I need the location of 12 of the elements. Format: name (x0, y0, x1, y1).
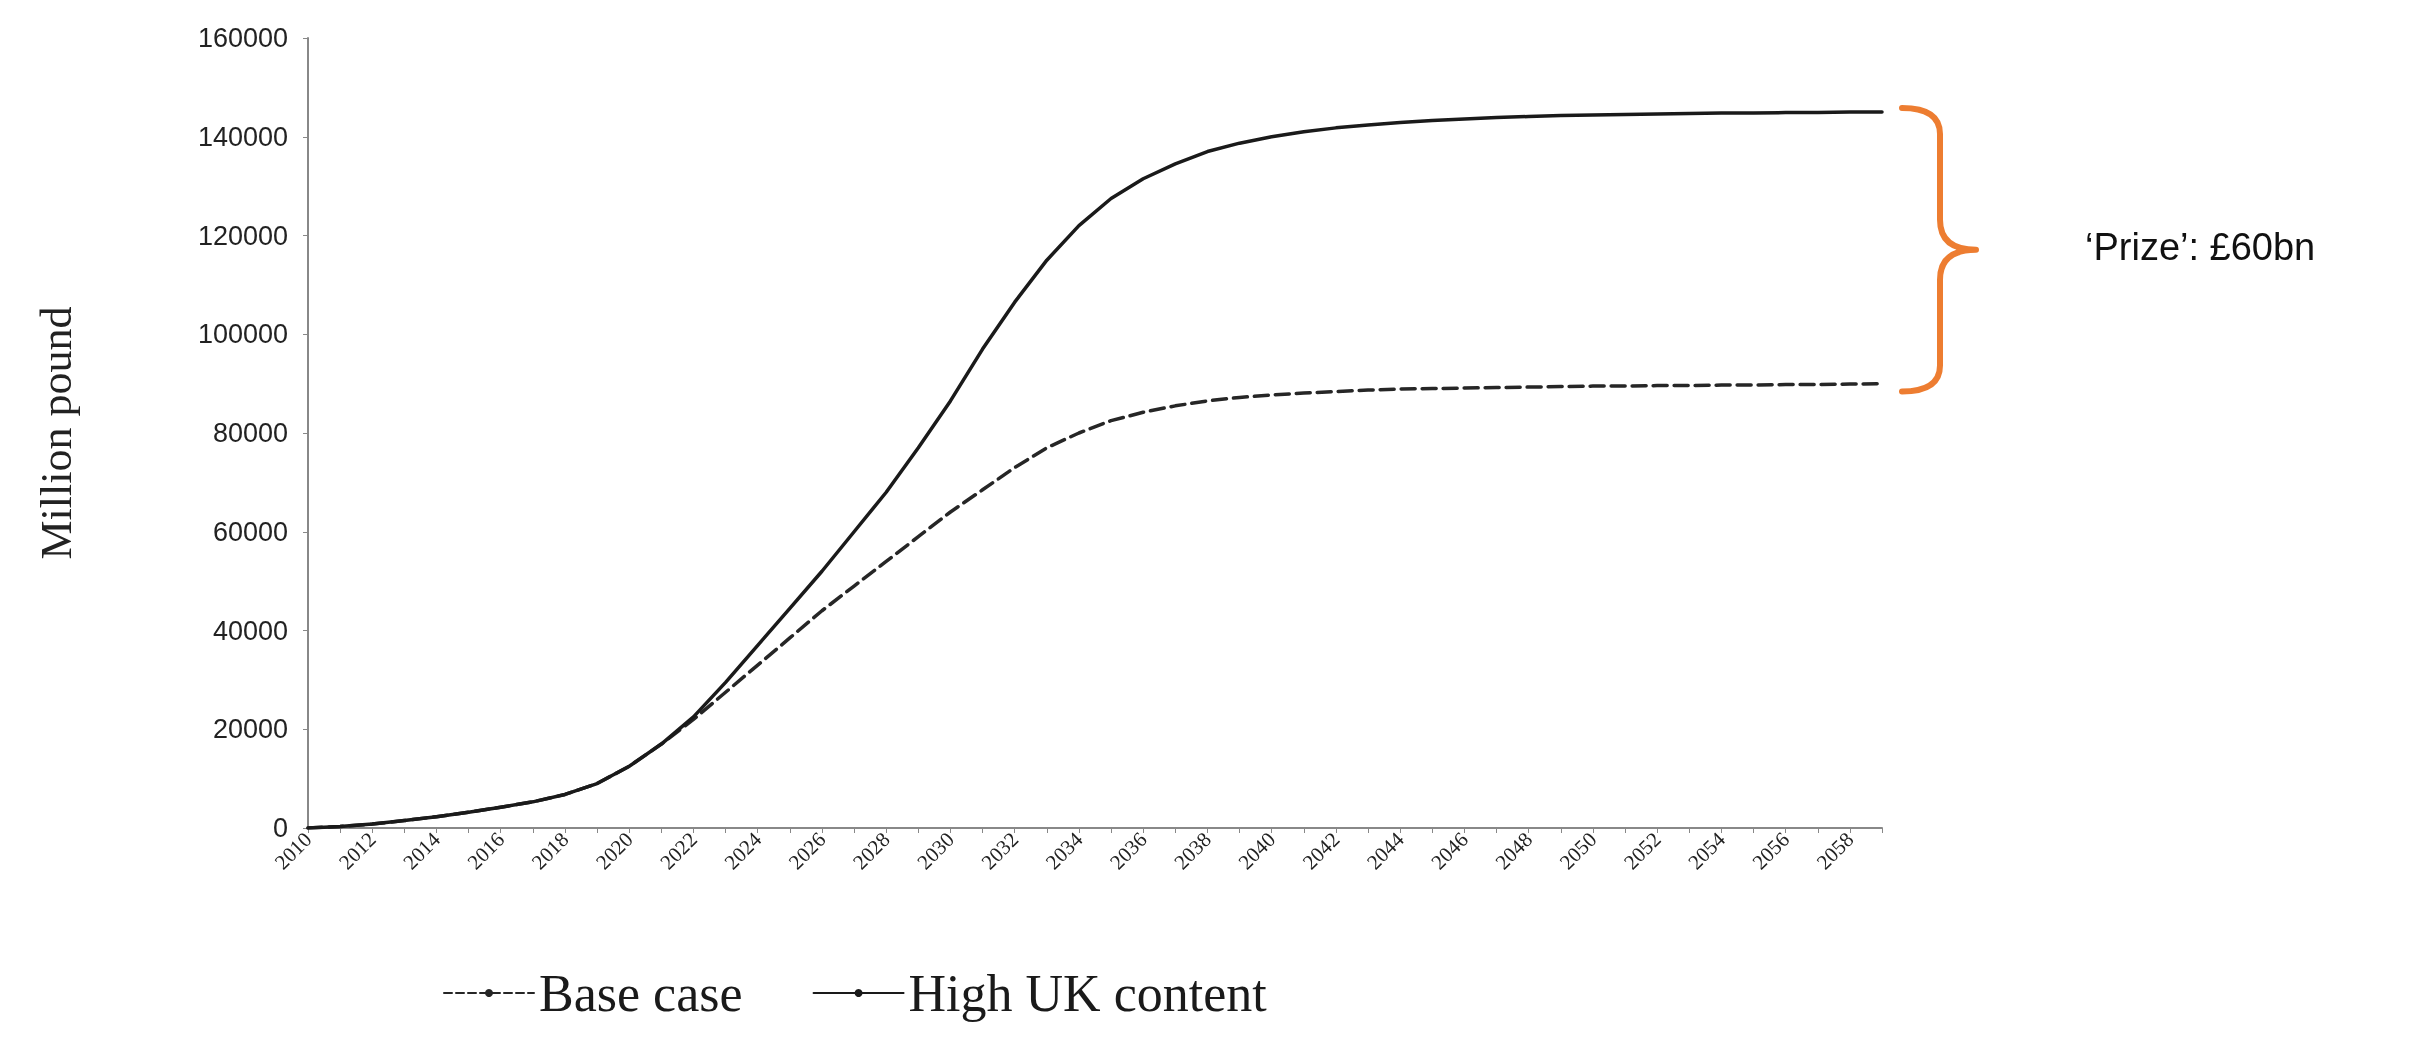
y-axis-title: Million pound (31, 306, 81, 560)
y-tick-label: 40000 (212, 615, 288, 646)
legend-label: Base case (539, 964, 743, 1022)
y-tick-label: 120000 (197, 220, 288, 251)
y-tick-label: 100000 (197, 319, 288, 350)
y-tick-label: 140000 (197, 121, 288, 152)
y-tick-label: 60000 (212, 516, 288, 547)
y-tick-label: 160000 (197, 23, 288, 53)
text: ‘Prize’: £60bn (2085, 225, 2316, 269)
y-tick-label: 20000 (212, 714, 288, 745)
legend-label: High UK content (908, 964, 1268, 1022)
y-tick-label: 80000 (212, 418, 288, 448)
